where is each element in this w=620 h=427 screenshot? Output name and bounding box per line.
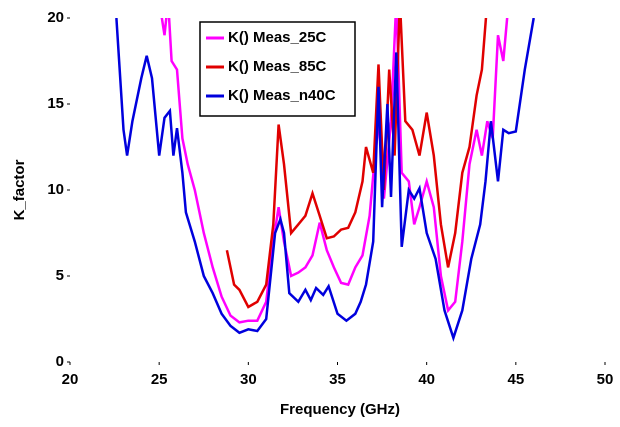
y-tick-label: 0 bbox=[56, 353, 64, 370]
x-tick-label: 50 bbox=[597, 371, 614, 388]
series-line bbox=[225, 18, 488, 309]
legend-label: K() Meas_n40C bbox=[228, 87, 336, 104]
legend-box bbox=[199, 21, 356, 117]
x-tick-label: 30 bbox=[240, 371, 257, 388]
series-line bbox=[160, 18, 509, 324]
y-tick-label: 15 bbox=[47, 95, 64, 112]
x-tick-label: 25 bbox=[151, 371, 168, 388]
series-line bbox=[115, 18, 535, 342]
x-axis-label: Frequency (GHz) bbox=[280, 401, 400, 418]
y-tick-label: 5 bbox=[56, 267, 64, 284]
x-tick-label: 20 bbox=[62, 371, 79, 388]
x-tick-label: 40 bbox=[418, 371, 435, 388]
legend-label: K() Meas_25C bbox=[228, 29, 327, 46]
legend-label: K() Meas_85C bbox=[228, 58, 327, 75]
x-tick-label: 35 bbox=[329, 371, 346, 388]
y-tick-label: 10 bbox=[47, 181, 64, 198]
y-axis-label: K_factor bbox=[11, 159, 28, 220]
y-tick-label: 20 bbox=[47, 9, 64, 26]
x-tick-label: 45 bbox=[507, 371, 524, 388]
